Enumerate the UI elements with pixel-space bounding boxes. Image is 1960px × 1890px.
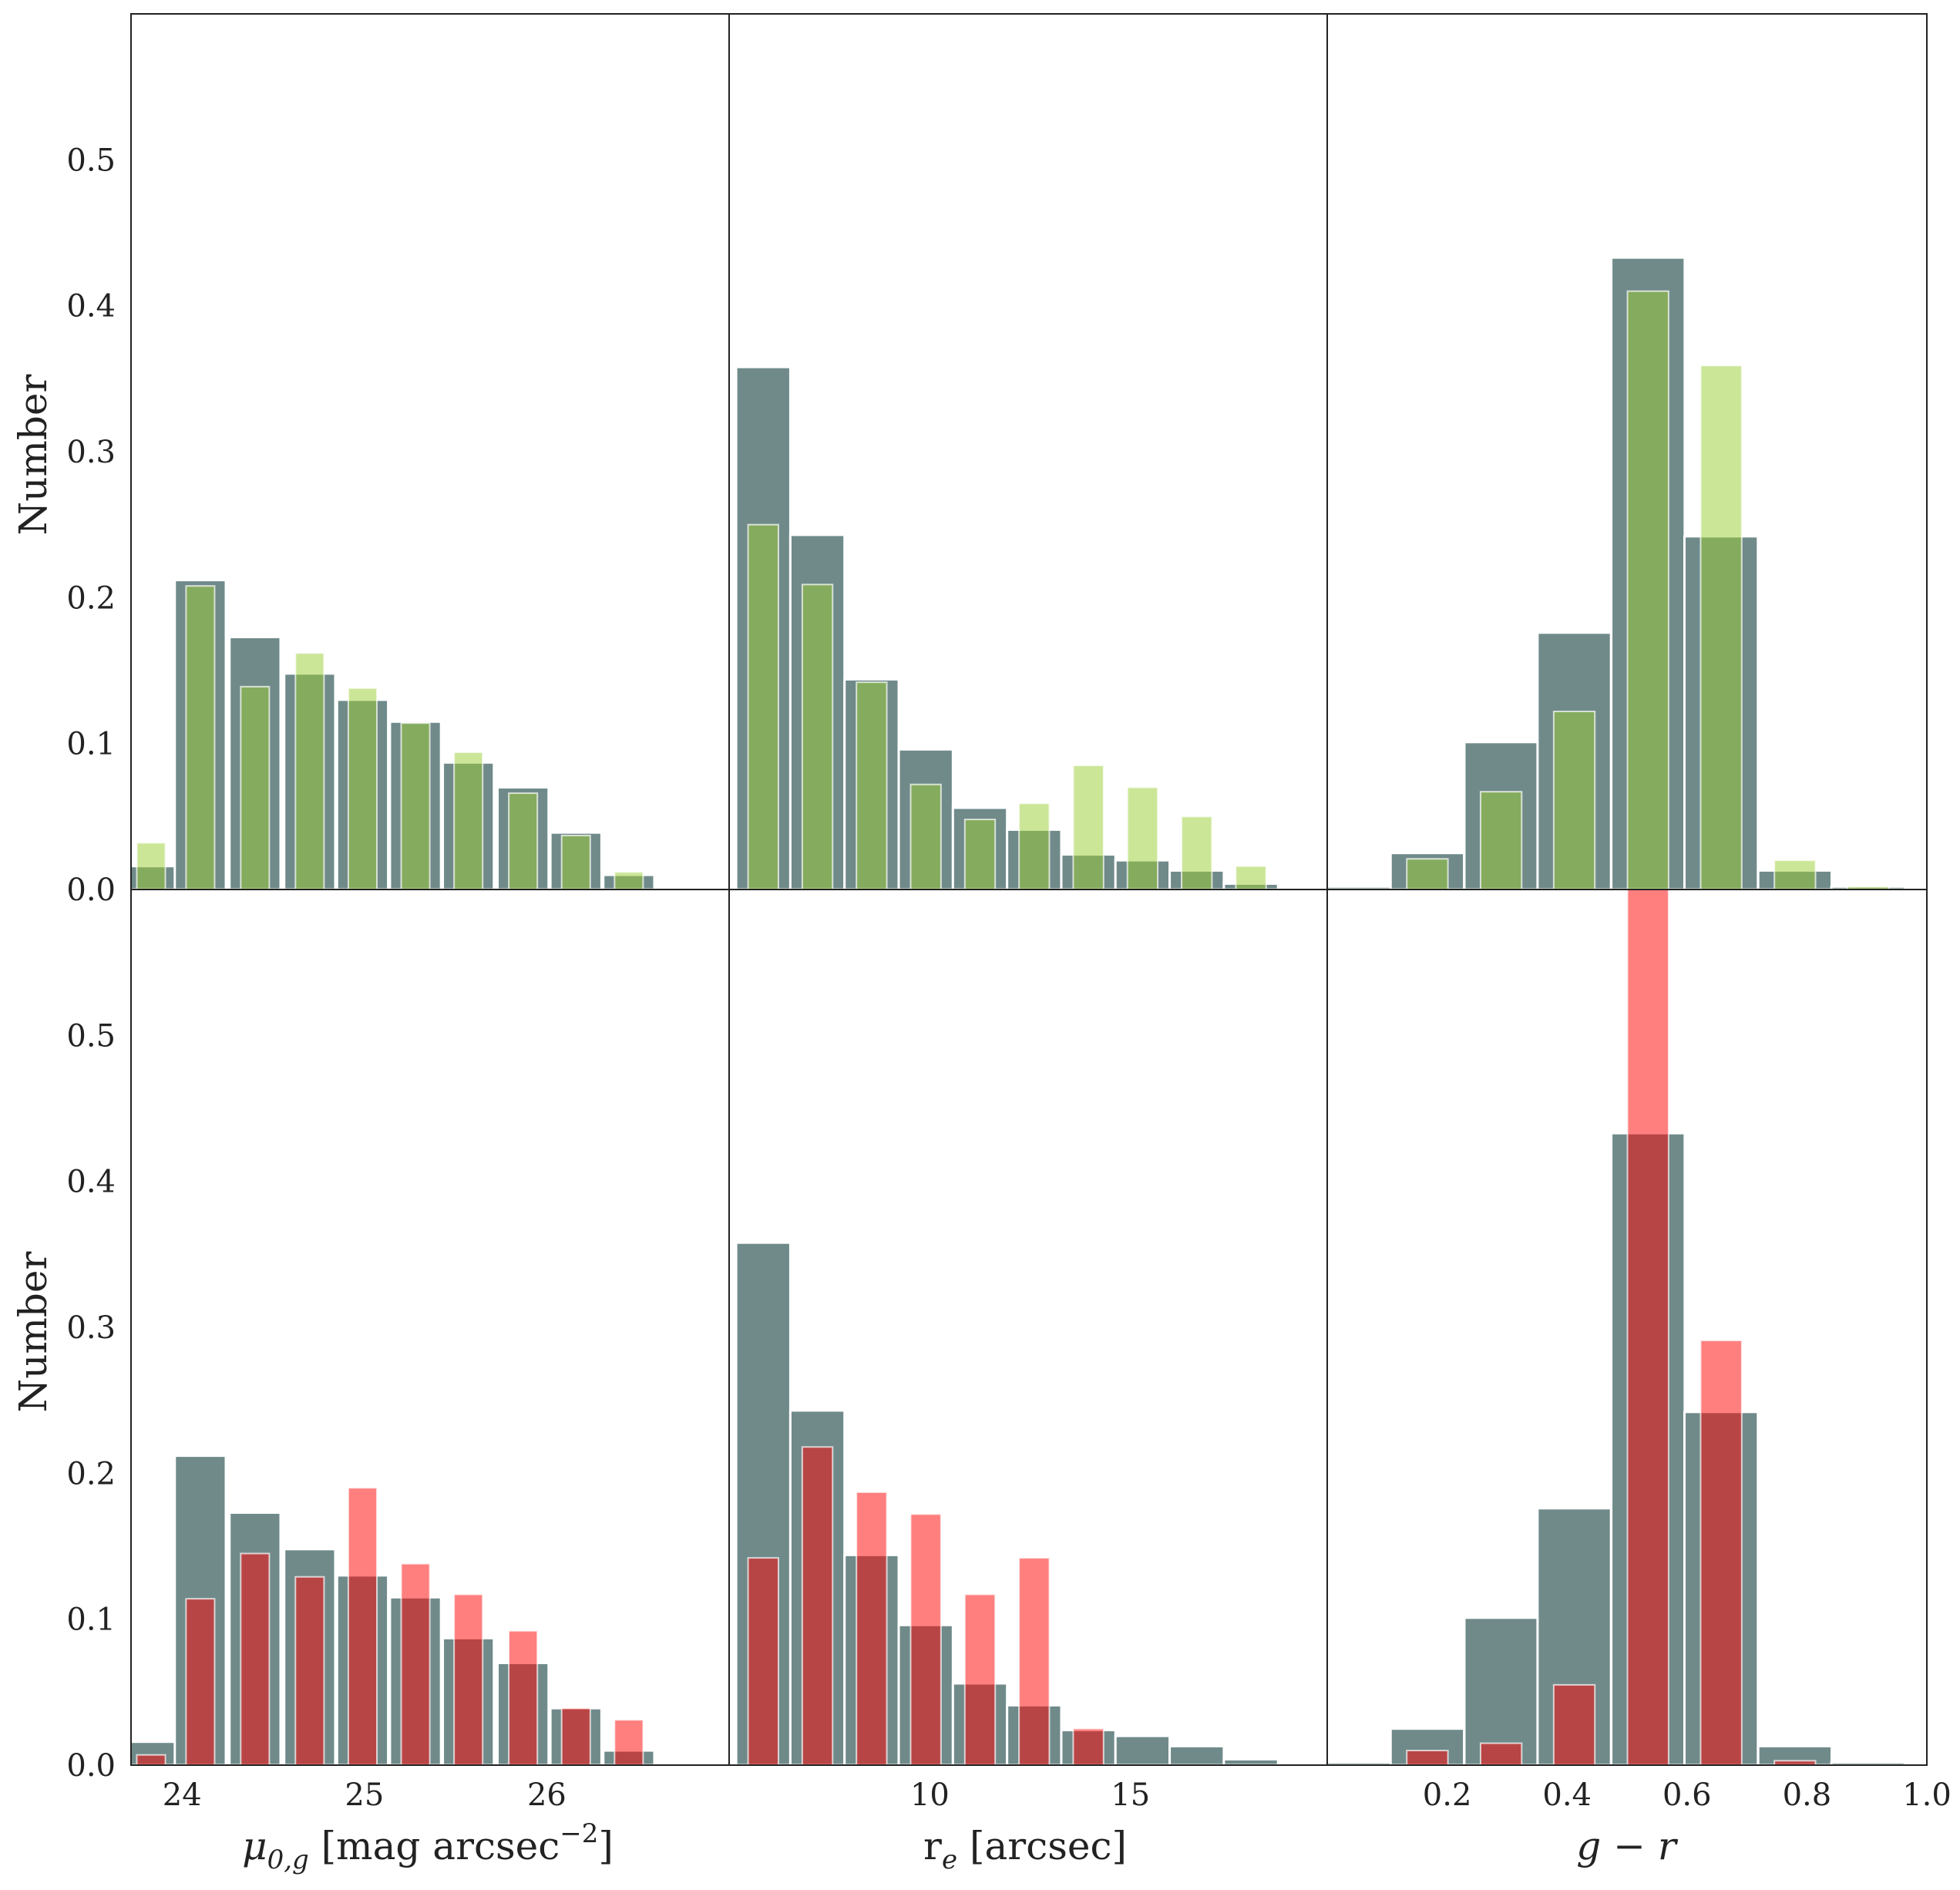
panel-frame xyxy=(1326,889,1928,1766)
panel-r1-c2 xyxy=(735,365,1279,890)
red-bar xyxy=(240,1552,271,1765)
red-bar xyxy=(1406,1750,1449,1765)
y-tick-label: 0.1 xyxy=(66,727,116,762)
green-bar xyxy=(801,583,834,890)
red-bar xyxy=(909,1513,942,1765)
y-tick-label: 0.4 xyxy=(66,289,116,325)
x-tick-label: 24 xyxy=(163,1777,202,1813)
green-bar xyxy=(1552,711,1596,890)
x-tick-label: 0.4 xyxy=(1542,1777,1592,1813)
green-bar xyxy=(185,585,216,890)
x-tick-label: 1.0 xyxy=(1902,1777,1952,1813)
red-bar xyxy=(1699,1340,1743,1765)
x-tick-label: 15 xyxy=(1111,1777,1150,1813)
background-bar xyxy=(1830,1761,1906,1765)
green-bar xyxy=(1181,816,1213,890)
green-bar xyxy=(560,834,591,890)
red-bar xyxy=(801,1446,834,1765)
x-tick-label: 0.2 xyxy=(1423,1777,1472,1813)
x-tick-label: 25 xyxy=(345,1777,384,1813)
y-tick-label: 0.0 xyxy=(66,873,116,908)
green-bar xyxy=(614,871,644,890)
x-tick-label: 0.6 xyxy=(1662,1777,1712,1813)
red-bar xyxy=(294,1576,325,1765)
green-bar xyxy=(856,681,888,890)
background-bar xyxy=(1463,1616,1539,1765)
y-tick-label: 0.0 xyxy=(66,1748,116,1784)
xlabel-col2: re [arcsec] xyxy=(923,1824,1127,1875)
green-bar xyxy=(508,792,539,890)
green-bar xyxy=(453,752,484,890)
xlabel-col3: g − r xyxy=(1576,1824,1679,1868)
red-bar xyxy=(614,1719,644,1765)
y-tick-label: 0.3 xyxy=(66,1310,116,1346)
red-bar xyxy=(400,1562,431,1765)
green-bar xyxy=(400,722,431,890)
red-bar xyxy=(1773,1760,1817,1765)
green-bar xyxy=(347,687,378,890)
y-tick-label: 0.5 xyxy=(66,143,116,178)
y-tick-label: 0.2 xyxy=(66,580,116,616)
red-bar xyxy=(136,1754,166,1765)
xlabel-col1: μ0,g [mag arcsec−2] xyxy=(242,1818,614,1875)
y-tick-label: 0.3 xyxy=(66,435,116,470)
background-bar xyxy=(1222,1757,1279,1765)
green-bar xyxy=(1626,290,1669,890)
green-bar xyxy=(1235,865,1267,890)
green-bar xyxy=(1699,365,1743,890)
y-tick-label: 0.5 xyxy=(66,1018,116,1054)
x-tick-label: 10 xyxy=(910,1777,950,1813)
red-bar xyxy=(1018,1557,1051,1765)
red-bar xyxy=(453,1593,484,1765)
green-bar xyxy=(909,783,942,890)
x-tick-label: 0.8 xyxy=(1783,1777,1832,1813)
red-bar xyxy=(185,1598,216,1765)
panel-r1-c1 xyxy=(131,579,656,890)
red-bar xyxy=(1072,1727,1104,1765)
green-bar xyxy=(294,652,325,890)
panel-r2-c3 xyxy=(1327,890,1906,1765)
ylabel-bottom: Number xyxy=(11,1251,55,1412)
red-bar xyxy=(963,1593,997,1765)
red-bar xyxy=(1479,1742,1523,1765)
panel-r2-c2 xyxy=(735,1241,1279,1765)
green-bar xyxy=(1847,886,1890,890)
background-bar xyxy=(1114,1734,1172,1765)
green-bar xyxy=(747,523,779,890)
background-bar xyxy=(1168,1744,1225,1765)
green-bar xyxy=(1126,786,1159,890)
labels-layer: Number Number μ0,g [mag arcsec−2] re [ar… xyxy=(11,374,1679,1875)
green-bar xyxy=(240,685,271,890)
red-bar xyxy=(747,1557,779,1765)
y-tick-label: 0.2 xyxy=(66,1456,116,1491)
red-bar xyxy=(1552,1683,1596,1765)
green-bar xyxy=(1773,859,1817,890)
panel-r2-c1 xyxy=(131,1454,656,1765)
red-bar xyxy=(856,1491,888,1765)
panel-r1-c3 xyxy=(1327,256,1906,890)
green-bar xyxy=(963,819,997,890)
green-bar xyxy=(1479,791,1523,890)
red-bar xyxy=(347,1487,378,1765)
green-bar xyxy=(1072,765,1104,890)
green-bar xyxy=(1406,858,1449,890)
x-tick-label: 26 xyxy=(527,1777,566,1813)
bars-layer xyxy=(131,256,1906,1765)
y-tick-label: 0.1 xyxy=(66,1602,116,1638)
ticks-layer: 0.0 0.1 0.2 0.3 0.4 0.5 24 25 26 10 15 0.2 0.4 0.6 0.8… xyxy=(66,143,1951,1813)
red-bar xyxy=(560,1707,591,1765)
frame-layer xyxy=(130,13,1928,1766)
green-bar xyxy=(1018,802,1051,890)
red-bar xyxy=(1626,890,1669,1765)
ylabel-top: Number xyxy=(11,374,55,535)
green-bar xyxy=(136,842,166,890)
red-bar xyxy=(508,1629,539,1765)
y-tick-label: 0.4 xyxy=(66,1165,116,1200)
